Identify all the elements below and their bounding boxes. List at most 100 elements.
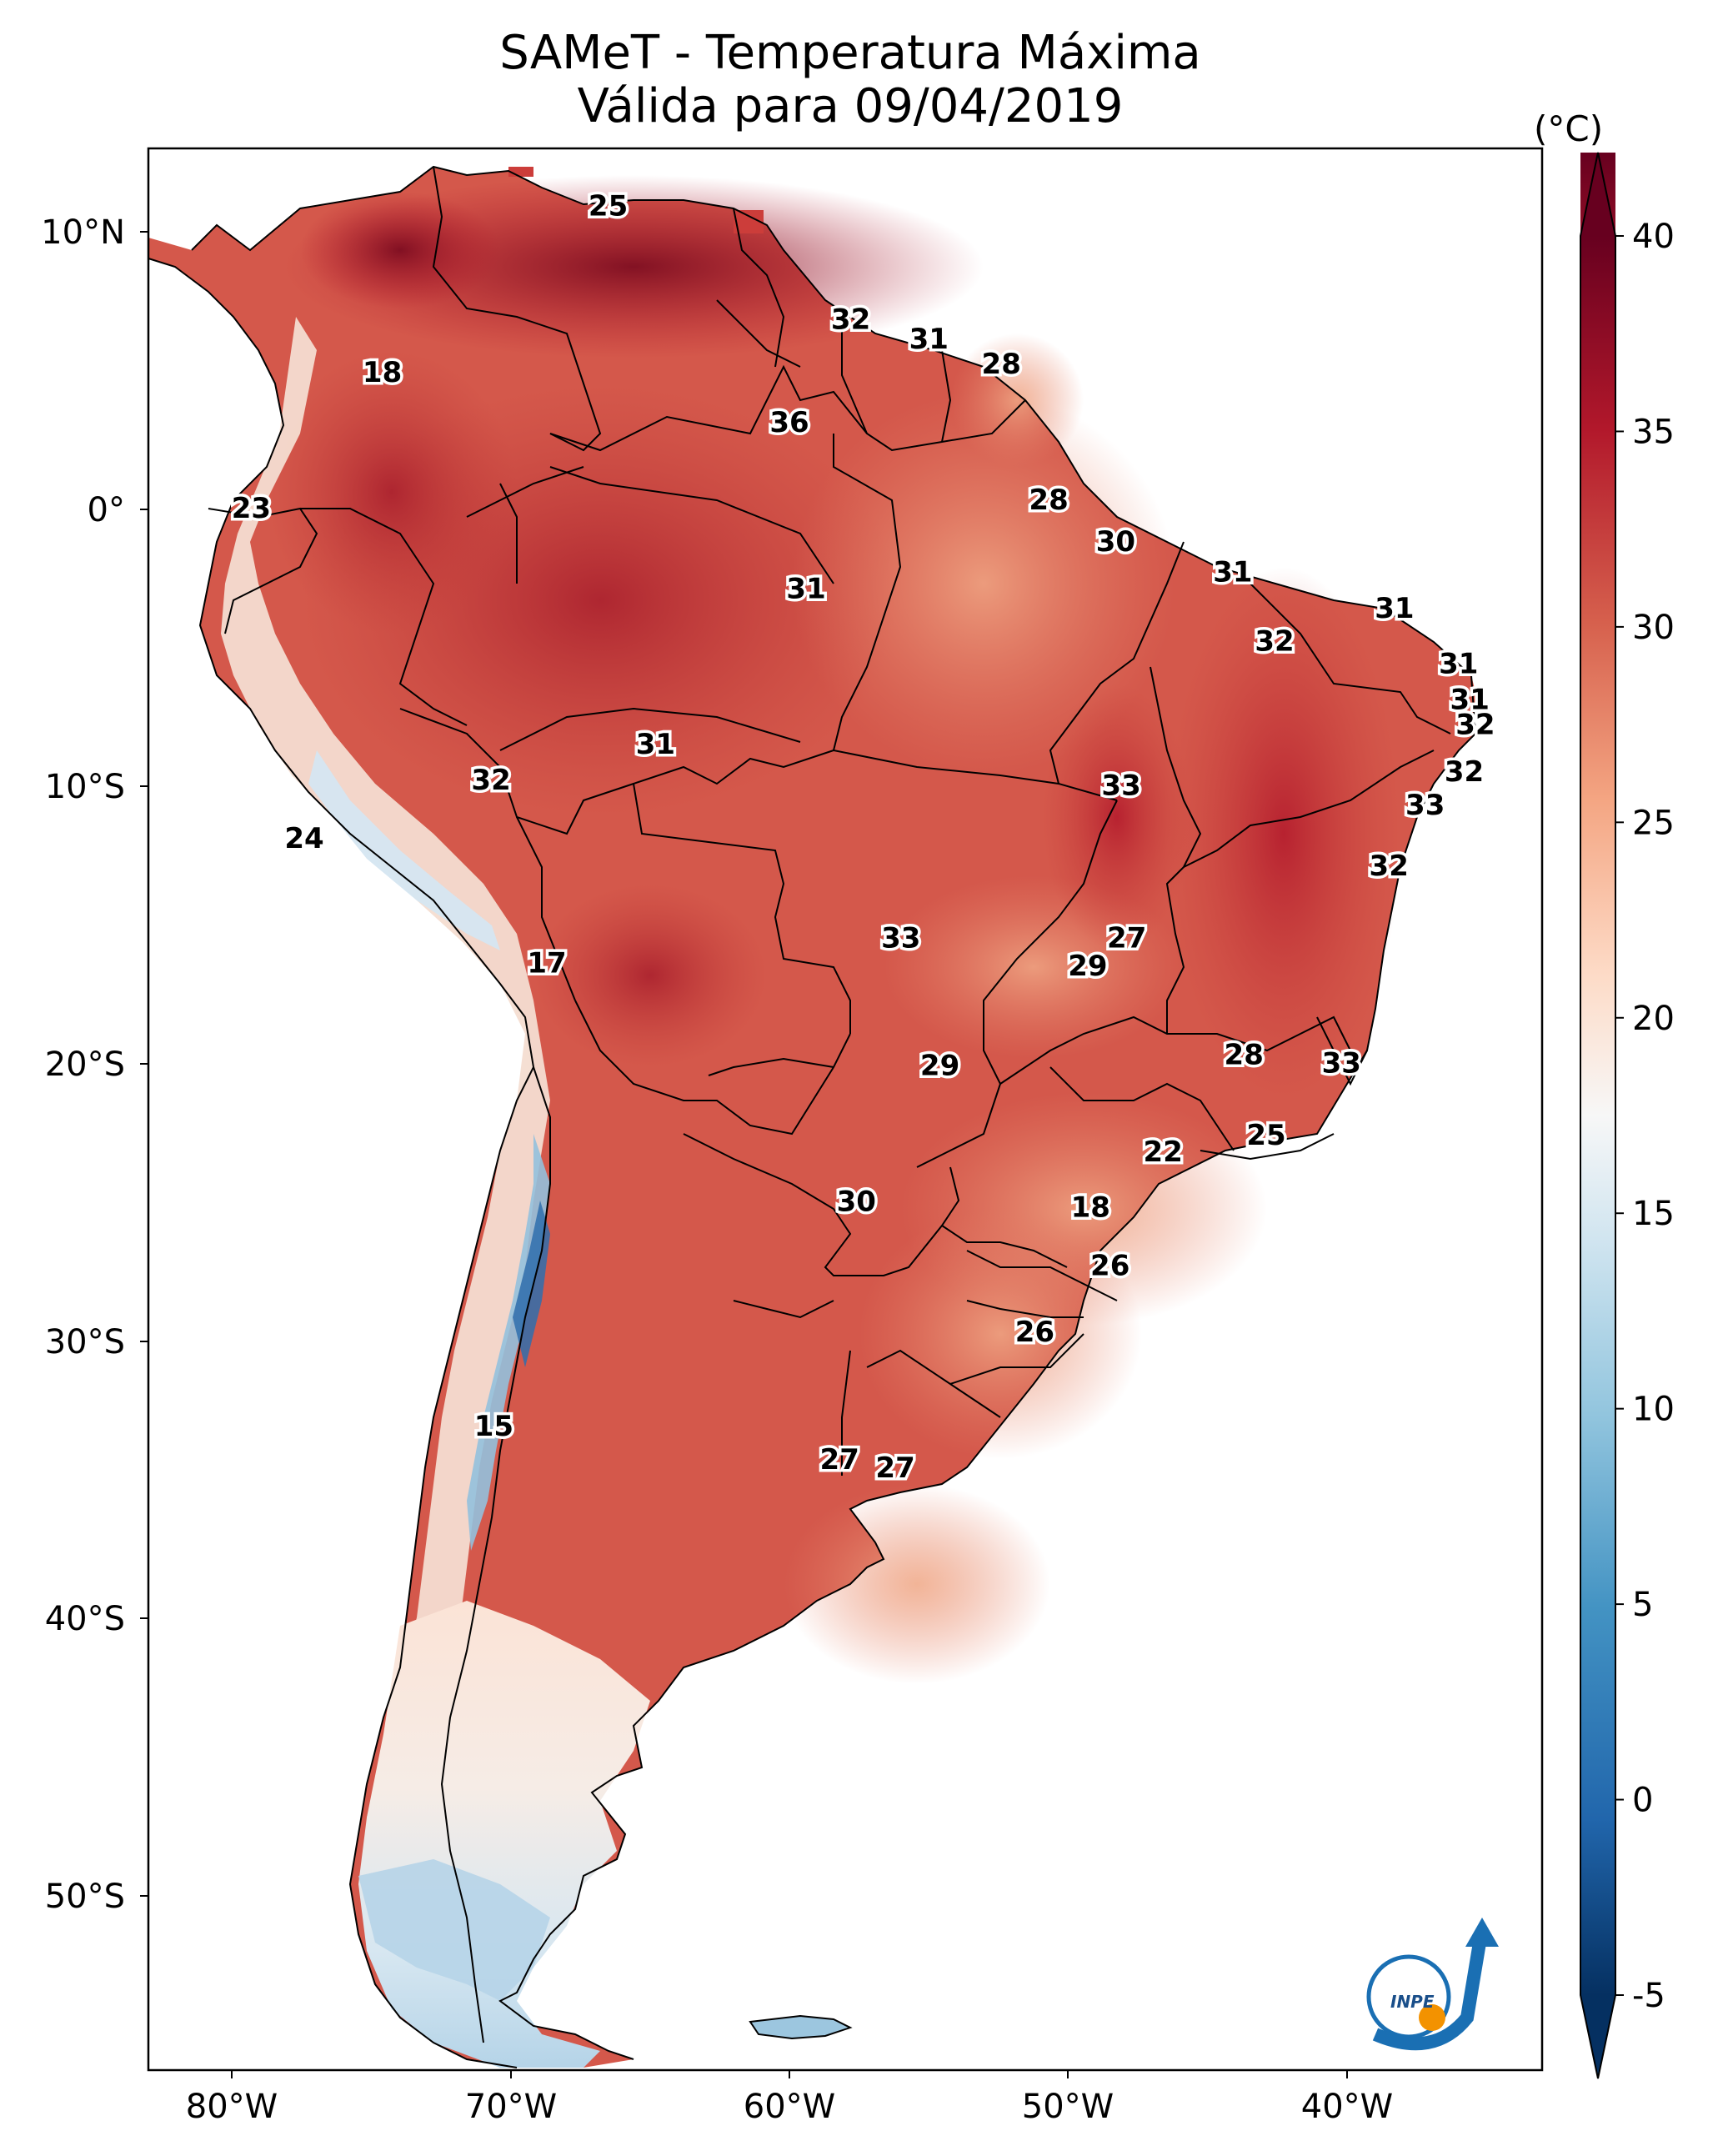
temperature-value-label: 26 (1015, 1316, 1054, 1349)
latitude-labels: 10°N 0° 10°S 20°S 30°S 40°S 50°S (41, 213, 125, 1916)
mg-north-border (999, 1015, 1351, 1085)
temperature-value-label: 29 (920, 1050, 959, 1083)
parana-sc-border (966, 1300, 1084, 1318)
longitude-labels: 80°W 70°W 60°W 50°W 40°W (186, 2088, 1393, 2126)
east-coast-hot-zone (1167, 567, 1400, 1101)
map-subtitle: Válida para 09/04/2019 (577, 79, 1124, 133)
country-borders (148, 165, 1477, 2068)
map-frame (147, 147, 1544, 2072)
colorbar-tick-label: 10 (1632, 1391, 1675, 1429)
sc-rs-border (949, 1333, 1084, 1385)
es-border (1316, 1016, 1368, 1086)
brazil-north-border (549, 364, 1026, 452)
colorbar-tick-label: 25 (1632, 804, 1675, 842)
paraguay-argentina-border (683, 1133, 960, 1276)
peru-andes-cold-zone (308, 750, 500, 950)
temperature-value-label: 28 (1029, 484, 1068, 517)
temperature-value-label: 27 (820, 1443, 859, 1477)
lon-label-70w: 70°W (465, 2088, 557, 2126)
colorbar-tick-label: -5 (1632, 1977, 1665, 2015)
falklands-shape (749, 2014, 853, 2040)
tocantins-goias-border (983, 800, 1118, 1085)
tocantins-hot-zone (1042, 684, 1192, 950)
andes-cool-zone (221, 317, 550, 1834)
piaui-ceara-border (1250, 583, 1451, 735)
lat-label-40s: 40°S (45, 1600, 125, 1638)
temperature-value-label: 29 (1068, 950, 1107, 983)
mg-sp-border (1049, 1066, 1235, 1151)
venezuela-guyana-border (733, 208, 785, 368)
lat-label-20s: 20°S (45, 1045, 125, 1084)
aconcagua-coldest-zone (513, 1201, 550, 1367)
temperature-value-label: 26 (1090, 1249, 1129, 1282)
temperature-value-label: 31 (1439, 647, 1478, 680)
chile-argentina-border (440, 1066, 551, 2043)
temperature-value-label: 33 (881, 922, 920, 955)
uruguay-pale-zone (784, 1484, 1050, 1684)
colorbar-bottom-extension (1580, 1995, 1615, 2078)
colombia-amazon-border (466, 466, 584, 518)
temperature-value-label: 25 (1246, 1119, 1285, 1152)
temperature-value-label: 36 (769, 406, 809, 439)
colorbar-tick-label: 30 (1632, 609, 1675, 647)
colombia-venezuela-border (432, 166, 602, 452)
para-amazonas-border (833, 434, 902, 751)
uruguay-north-border (866, 1349, 1001, 1418)
uruguay-west-border (841, 1350, 851, 1476)
chile-andes-cold-zone (467, 1134, 550, 1551)
southern-patagonia-cold-zone (358, 1859, 550, 2001)
amazonas-south-border (499, 707, 801, 751)
argentina-brazil-border (941, 1225, 1068, 1268)
temperature-value-label: 27 (875, 1452, 914, 1485)
colombia-peru-border (300, 508, 468, 726)
temperature-value-label: 23 (232, 492, 271, 525)
lat-label-10n: 10°N (41, 213, 125, 252)
temperature-value-label: 28 (982, 348, 1021, 381)
bolivia-brazil-border (633, 783, 851, 1034)
colorbar: 40 35 30 25 20 15 10 5 0 -5 (1580, 152, 1675, 2079)
temperature-value-label: 33 (1322, 1046, 1361, 1080)
amazonas-roraima-border (549, 466, 834, 584)
temperature-value-label: 32 (471, 764, 510, 797)
temperature-value-label: 31 (786, 573, 825, 606)
paraguay-north-border (708, 1057, 834, 1076)
temperature-value-label: 32 (831, 303, 870, 337)
rj-border (1200, 1133, 1335, 1161)
temperature-value-label: 17 (527, 947, 566, 980)
temperature-value-label: 31 (1450, 684, 1490, 717)
bolivia-south-border (574, 1000, 851, 1136)
west-coastline (148, 258, 535, 2068)
para-maranhao-border (1049, 541, 1185, 785)
temperature-value-label: 33 (1405, 789, 1445, 822)
bahia-west-border (1165, 866, 1185, 1034)
lat-label-0: 0° (88, 491, 125, 529)
bahia-north-border (1183, 750, 1435, 868)
ms-goias-border (916, 1083, 1001, 1168)
colorbar-tick-label: 5 (1632, 1586, 1653, 1624)
temperature-value-label: 31 (909, 323, 949, 356)
inpe-logo: INPE (1366, 1918, 1499, 2051)
colorbar-gradient (1580, 236, 1615, 1995)
logo-text: INPE (1390, 1992, 1435, 2012)
temperature-value-label: 22 (1144, 1136, 1183, 1169)
lon-label-50w: 50°W (1022, 2088, 1114, 2126)
temperature-value-label: 32 (1255, 625, 1294, 659)
lon-label-80w: 80°W (186, 2088, 278, 2126)
para-mato-grosso-border (833, 750, 1118, 801)
bolivia-hot-zone (533, 884, 767, 1067)
sp-parana-border (966, 1250, 1118, 1301)
temperature-value-label: 30 (1096, 525, 1135, 559)
logo-orange-dot (1419, 2004, 1445, 2031)
temperature-value-label: 32 (1455, 709, 1495, 742)
temperature-value-label: 28 (1225, 1038, 1264, 1071)
east-coastline (191, 165, 1477, 2060)
peru-bolivia-border (516, 816, 576, 1001)
colorbar-top-extension (1580, 153, 1615, 236)
lat-label-30s: 30°S (45, 1323, 125, 1361)
colombia-brazil-border (499, 483, 518, 584)
aruba-curacao-shape (508, 167, 533, 177)
colorbar-tick-label: 15 (1632, 1195, 1675, 1233)
colorbar-ticks: 40 35 30 25 20 15 10 5 0 -5 (1615, 218, 1675, 2015)
